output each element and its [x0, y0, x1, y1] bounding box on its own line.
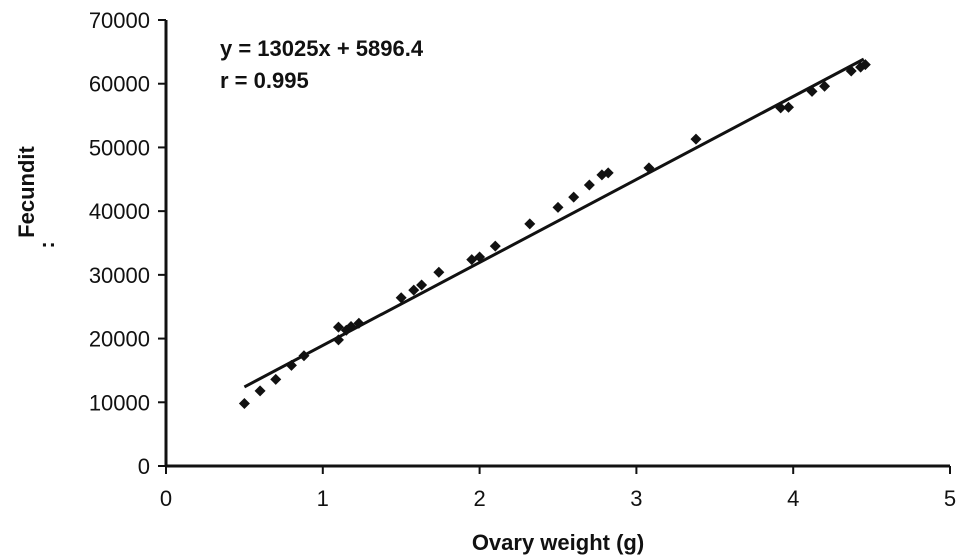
data-point: [845, 65, 857, 77]
data-point: [489, 240, 501, 252]
data-point: [298, 350, 310, 362]
data-point: [552, 201, 564, 213]
data-point: [806, 85, 818, 97]
regression-equation: y = 13025x + 5896.4: [220, 36, 424, 61]
data-point: [353, 317, 365, 329]
x-axis-ticks: 0 1 2 3 4 5: [160, 466, 956, 511]
data-point: [524, 218, 536, 230]
data-point: [859, 59, 871, 71]
y-tick-label: 60000: [89, 72, 150, 97]
x-tick-label: 4: [787, 486, 799, 511]
data-point: [782, 101, 794, 113]
data-points-layer: [238, 59, 871, 410]
y-tick-label: 30000: [89, 263, 150, 288]
x-tick-label: 2: [473, 486, 485, 511]
y-tick-label: 50000: [89, 135, 150, 160]
y-tick-label: 70000: [89, 8, 150, 33]
data-point: [270, 373, 282, 385]
data-point: [474, 251, 486, 263]
x-tick-label: 5: [944, 486, 956, 511]
data-point: [416, 279, 428, 291]
data-point: [285, 359, 297, 371]
plot-area: 0 10000 20000 30000 40000 50000 60000 70000 0 1 2…: [89, 8, 956, 511]
y-tick-label: 20000: [89, 327, 150, 352]
data-point: [568, 191, 580, 203]
data-point: [332, 321, 344, 333]
data-point: [433, 266, 445, 278]
correlation-coefficient: r = 0.995: [220, 68, 309, 93]
data-point: [254, 385, 266, 397]
data-point: [332, 334, 344, 346]
x-tick-label: 0: [160, 486, 172, 511]
data-point: [643, 162, 655, 174]
data-point: [690, 133, 702, 145]
y-tick-label: 10000: [89, 390, 150, 415]
data-point: [395, 292, 407, 304]
y-tick-label: 0: [138, 454, 150, 479]
data-point: [583, 179, 595, 191]
data-point: [602, 167, 614, 179]
data-point: [345, 320, 357, 332]
data-point: [238, 398, 250, 410]
data-point: [775, 102, 787, 114]
y-axis-title-trail: :: [34, 241, 59, 248]
data-point: [819, 80, 831, 92]
data-point: [466, 254, 478, 266]
data-point: [408, 284, 420, 296]
x-tick-label: 1: [317, 486, 329, 511]
y-tick-label: 40000: [89, 199, 150, 224]
x-axis-title: Ovary weight (g): [472, 530, 644, 555]
y-axis-title: Fecundit: [14, 145, 39, 237]
y-axis-ticks: 0 10000 20000 30000 40000 50000 60000 70000: [89, 8, 166, 479]
x-tick-label: 3: [630, 486, 642, 511]
